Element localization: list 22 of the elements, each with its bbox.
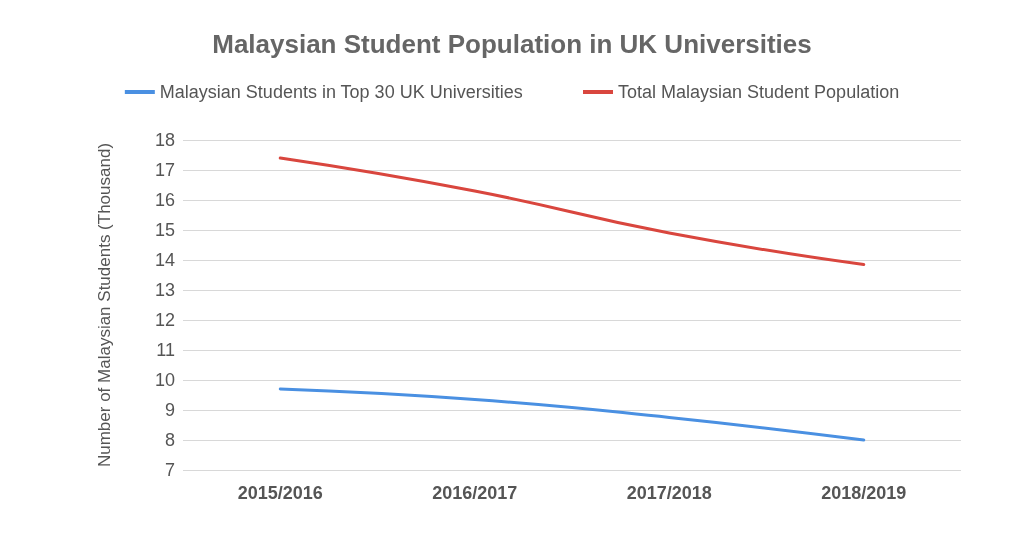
y-tick-label: 13: [154, 280, 175, 300]
x-tick-label: 2016/2017: [432, 483, 518, 503]
legend-label: Malaysian Students in Top 30 UK Universities: [159, 82, 523, 102]
y-tick-label: 8: [164, 430, 175, 450]
y-tick-label: 15: [154, 220, 175, 240]
chart-title: Malaysian Student Population in UK Universities: [212, 29, 812, 59]
line-series: [278, 387, 866, 442]
x-tick-label: 2018/2019: [821, 483, 907, 503]
y-tick-label: 17: [154, 160, 175, 180]
x-tick-label: 2017/2018: [626, 483, 712, 503]
y-tick-label: 7: [164, 460, 175, 480]
y-tick-label: 18: [154, 130, 175, 150]
y-tick-label: 14: [154, 250, 175, 270]
legend-label: Total Malaysian Student Population: [618, 82, 900, 102]
x-tick-label: 2015/2016: [237, 483, 323, 503]
y-tick-label: 10: [154, 370, 175, 390]
y-tick-label: 11: [156, 340, 175, 360]
y-tick-label: 12: [154, 310, 175, 330]
y-axis-title: Number of Malaysian Students (Thousand): [95, 142, 114, 468]
line-series: [278, 156, 866, 266]
y-tick-label: 9: [164, 400, 175, 420]
y-tick-label: 16: [154, 190, 175, 210]
